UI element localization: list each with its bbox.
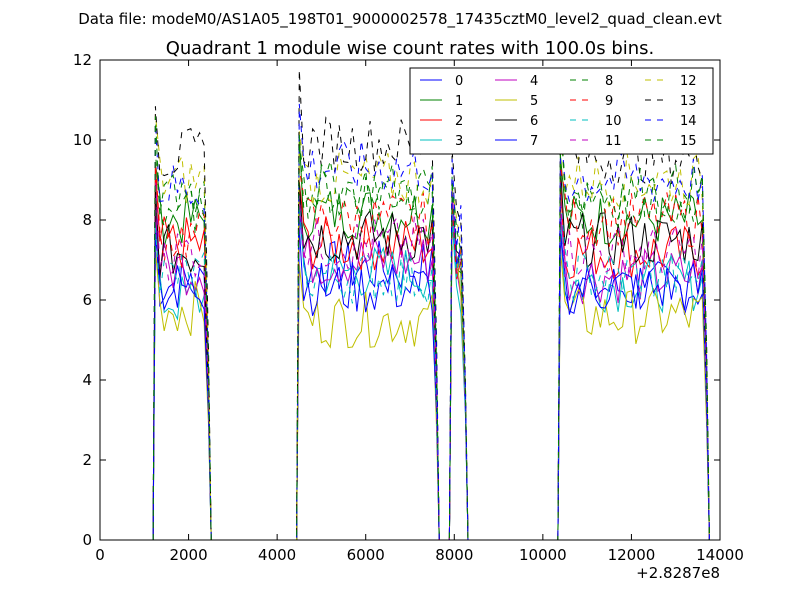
series-line-8	[152, 124, 710, 540]
legend-label-3: 3	[455, 134, 463, 149]
legend-label-14: 14	[680, 114, 697, 129]
series-line-15	[152, 116, 710, 540]
legend-label-6: 6	[530, 114, 538, 129]
series-line-7	[152, 194, 710, 540]
y-tick-label: 0	[82, 531, 92, 549]
legend-label-2: 2	[455, 114, 463, 129]
legend-label-15: 15	[680, 134, 697, 149]
series-line-5	[152, 198, 710, 540]
y-tick-label: 12	[73, 51, 92, 69]
chart-title: Quadrant 1 module wise count rates with …	[166, 38, 655, 59]
y-tick-label: 10	[73, 131, 92, 149]
x-tick-label: 2000	[169, 546, 207, 564]
x-tick-label: 6000	[347, 546, 385, 564]
y-tick-label: 4	[82, 371, 92, 389]
x-tick-label: 12000	[608, 546, 656, 564]
x-offset-label: +2.8287e8	[636, 564, 720, 582]
x-tick-label: 4000	[258, 546, 296, 564]
x-tick-label: 14000	[696, 546, 744, 564]
legend-label-9: 9	[605, 94, 613, 109]
series-line-11	[152, 175, 710, 540]
series-line-12	[152, 114, 710, 540]
x-tick-label: 10000	[519, 546, 567, 564]
legend-label-13: 13	[680, 94, 697, 109]
figure-suptitle: Data file: modeM0/AS1A05_198T01_90000025…	[78, 10, 722, 29]
series-layer	[152, 69, 710, 540]
y-tick-label: 6	[82, 291, 92, 309]
series-line-14	[152, 103, 710, 540]
legend-label-4: 4	[530, 74, 538, 89]
series-line-13	[152, 69, 710, 540]
y-tick-label: 2	[82, 451, 92, 469]
legend-label-8: 8	[605, 74, 613, 89]
legend-label-11: 11	[605, 134, 622, 149]
legend-label-10: 10	[605, 114, 622, 129]
axis-ticks: 0 2000 4000 6000 8000 10000 12000 1400002468101…	[73, 51, 744, 564]
x-tick-label: 0	[95, 546, 105, 564]
x-tick-label: 8000	[435, 546, 473, 564]
y-tick-label: 8	[82, 211, 92, 229]
legend-label-12: 12	[680, 74, 697, 89]
series-line-4	[152, 194, 710, 540]
series-line-1	[152, 135, 710, 540]
legend-label-0: 0	[455, 74, 463, 89]
legend-label-7: 7	[530, 134, 538, 149]
legend-label-1: 1	[455, 94, 463, 109]
legend-label-5: 5	[530, 94, 538, 109]
series-line-0	[152, 196, 710, 540]
